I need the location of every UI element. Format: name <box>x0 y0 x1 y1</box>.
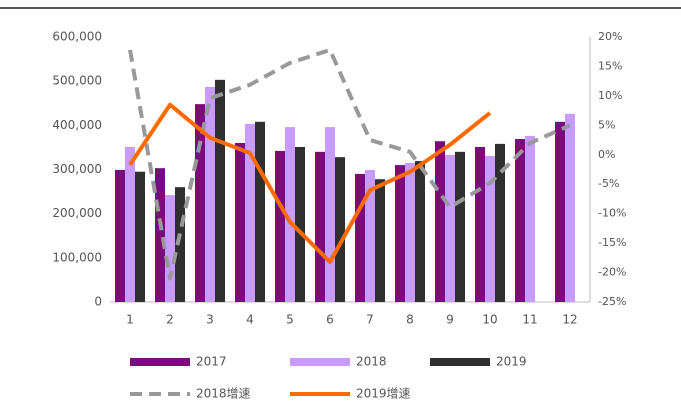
bar <box>515 139 525 302</box>
bar <box>485 155 495 302</box>
bar <box>295 146 305 302</box>
y-tick-label: 500,000 <box>52 74 102 88</box>
legend-swatch <box>290 358 350 366</box>
bar <box>475 146 485 302</box>
bar <box>245 124 255 302</box>
y2-tick-label: 0% <box>598 148 615 161</box>
bar <box>165 195 175 302</box>
bar <box>285 127 295 302</box>
bar <box>405 162 415 302</box>
bar <box>125 146 135 302</box>
x-tick-label: 10 <box>482 313 497 327</box>
legend-label: 2018增速 <box>196 387 251 401</box>
y-tick-label: 600,000 <box>52 30 102 44</box>
y2-tick-label: 10% <box>598 89 622 102</box>
bar <box>395 165 405 302</box>
bar <box>205 86 215 303</box>
bar <box>215 79 225 302</box>
x-tick-label: 2 <box>166 313 174 327</box>
y-tick-label: 400,000 <box>52 118 102 132</box>
bar <box>455 151 465 302</box>
bar <box>235 143 245 302</box>
bar <box>175 187 185 302</box>
x-tick-label: 9 <box>446 313 454 327</box>
bar <box>445 154 455 302</box>
y-tick-label: 100,000 <box>52 250 102 264</box>
bar <box>315 151 325 302</box>
bar <box>495 143 505 302</box>
bar <box>415 161 425 302</box>
x-tick-label: 5 <box>286 313 294 327</box>
line <box>128 47 571 281</box>
bar <box>275 150 285 302</box>
bar <box>355 173 365 302</box>
bar <box>135 171 145 302</box>
x-tick-label: 1 <box>126 313 134 327</box>
y2-tick-label: -5% <box>598 177 619 190</box>
y2-tick-label: 20% <box>598 30 622 43</box>
x-tick-label: 3 <box>206 313 214 327</box>
legend-label: 2018 <box>356 355 387 369</box>
y2-tick-label: -10% <box>598 207 626 220</box>
y2-tick-label: -20% <box>598 266 626 279</box>
y2-tick-label: -15% <box>598 236 626 249</box>
y-tick-label: 300,000 <box>52 162 102 176</box>
bar <box>255 121 265 302</box>
y2-tick-label: 15% <box>598 59 622 72</box>
bar <box>565 113 575 302</box>
bar <box>525 135 535 302</box>
x-tick-label: 6 <box>326 313 334 327</box>
bar <box>365 169 375 302</box>
legend-label: 2017 <box>196 355 227 369</box>
legend-swatch <box>130 358 190 366</box>
legend-swatch <box>430 358 490 366</box>
y2-tick-label: -25% <box>598 295 626 308</box>
bar <box>195 104 205 302</box>
x-tick-label: 7 <box>366 313 374 327</box>
y2-tick-label: 5% <box>598 118 615 131</box>
x-tick-label: 4 <box>246 313 254 327</box>
bar <box>375 179 385 302</box>
x-tick-label: 12 <box>562 313 577 327</box>
bar <box>555 121 565 302</box>
line <box>128 102 492 264</box>
y-tick-label: 0 <box>94 295 102 309</box>
bar <box>115 169 125 302</box>
bar <box>335 157 345 302</box>
bar <box>325 127 335 302</box>
x-tick-label: 8 <box>406 313 414 327</box>
x-tick-label: 11 <box>522 313 537 327</box>
bar <box>155 168 165 302</box>
legend-label: 2019增速 <box>356 387 411 401</box>
y-tick-label: 200,000 <box>52 206 102 220</box>
legend-label: 2019 <box>496 355 527 369</box>
bar <box>435 141 445 302</box>
